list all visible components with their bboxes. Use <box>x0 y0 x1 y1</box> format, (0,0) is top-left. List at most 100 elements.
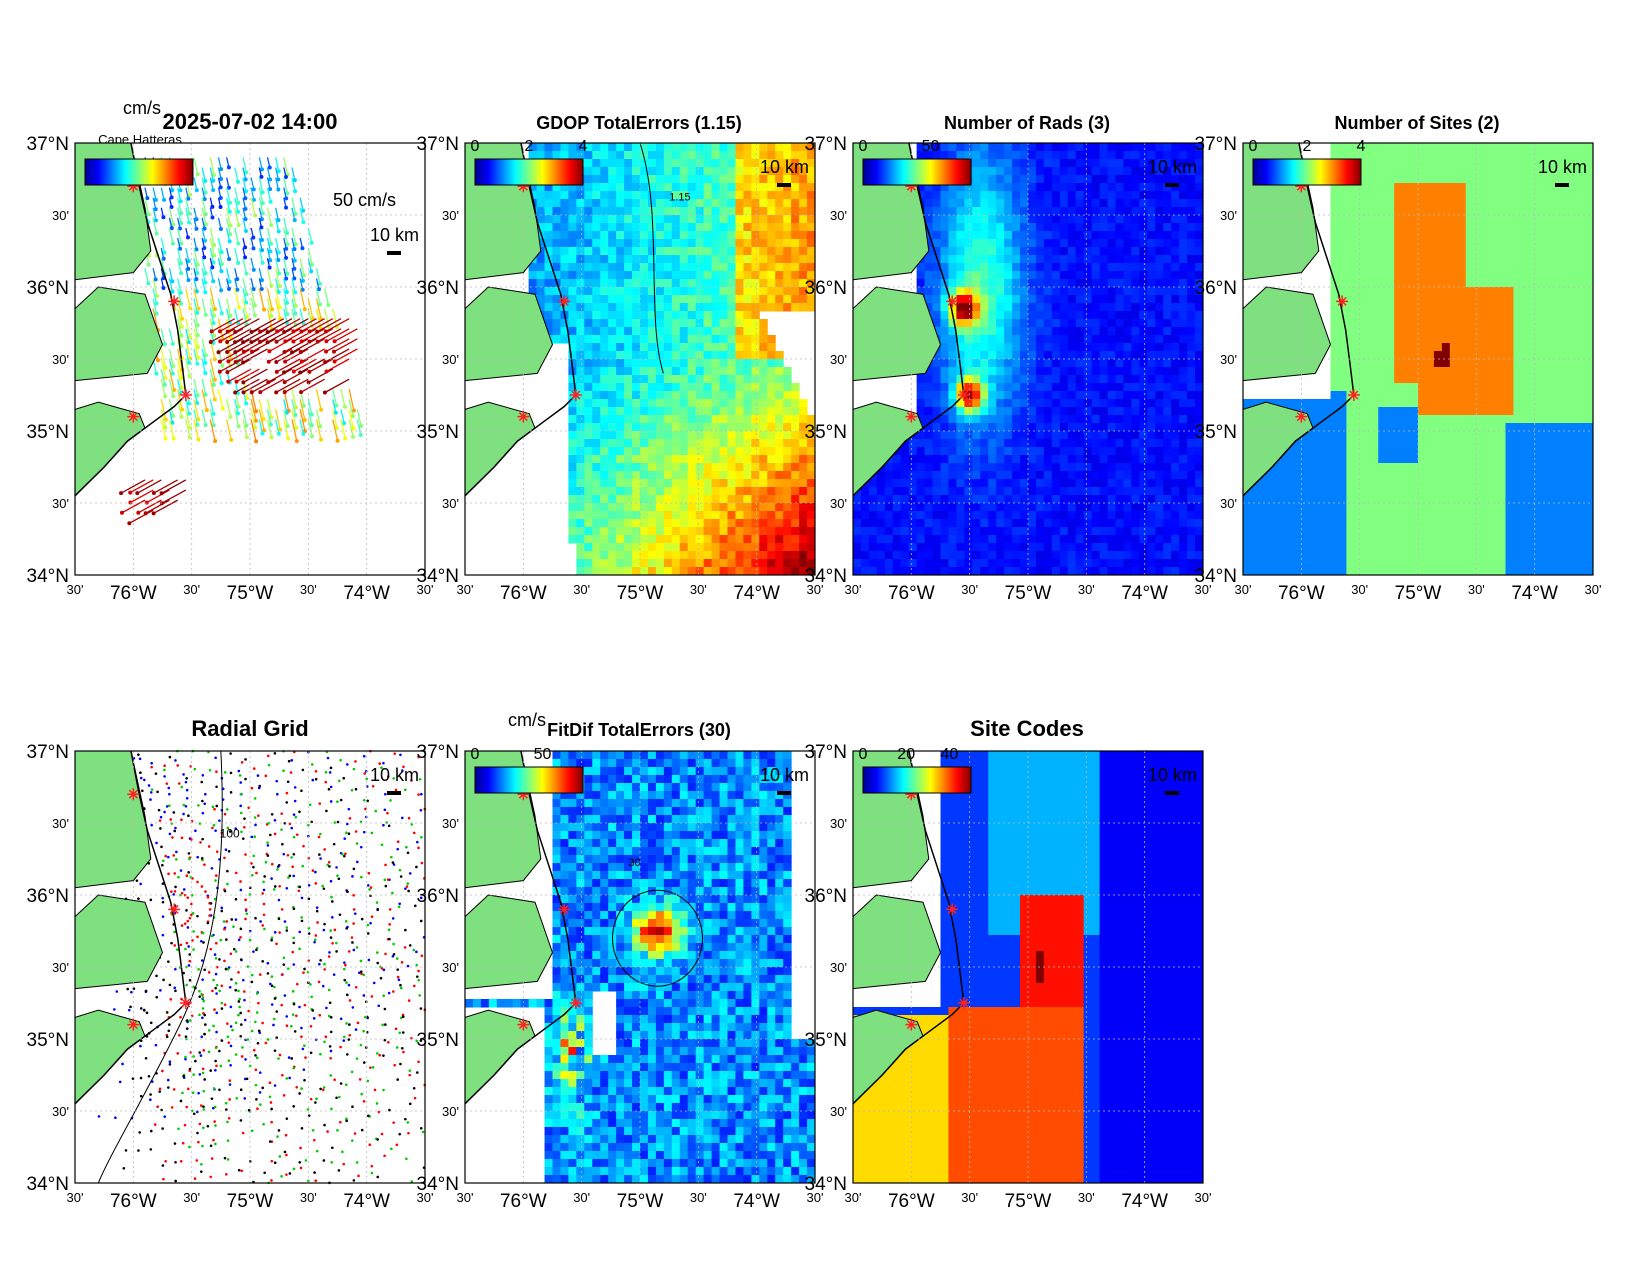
gdop-cell <box>727 351 736 360</box>
gdop-cell <box>624 263 633 272</box>
gdop-cell <box>735 479 744 488</box>
vector-head <box>268 249 273 254</box>
vector-head <box>159 491 164 496</box>
gdop-cell <box>743 279 752 288</box>
rads-cell <box>924 263 934 272</box>
rads-cell <box>932 207 941 216</box>
rads-cell <box>972 455 981 464</box>
sites-cell <box>1250 551 1260 560</box>
current-vector <box>251 328 276 343</box>
current-vector <box>242 167 247 180</box>
gdop-cell <box>759 255 768 264</box>
gdop-cell <box>719 431 728 440</box>
rads-cell <box>1139 567 1148 576</box>
rads-cell <box>956 495 965 504</box>
gdop-cell <box>727 559 736 568</box>
gdop-cell <box>624 383 633 392</box>
gdop-cell <box>743 431 752 440</box>
gdop-cell <box>647 423 657 432</box>
sites-cell <box>1258 495 1268 504</box>
rads-cell <box>964 487 973 496</box>
rads-cell <box>964 519 973 528</box>
vector-head <box>226 185 231 190</box>
rads-cell <box>860 527 870 536</box>
vector-head <box>292 266 297 271</box>
rads-cell <box>1163 543 1172 552</box>
gdop-cell <box>600 511 609 520</box>
gdop-cell <box>616 223 625 232</box>
gdop-cell <box>624 407 633 416</box>
rads-cell <box>1020 375 1029 384</box>
rads-cell <box>1187 327 1196 336</box>
vector-head <box>210 265 215 270</box>
gdop-cell <box>671 319 681 328</box>
gdop-cell <box>767 303 776 312</box>
rads-cell <box>972 159 981 168</box>
gdop-cell <box>600 519 609 528</box>
rads-cell <box>1035 399 1045 408</box>
gdop-cell <box>751 383 760 392</box>
sites-cell <box>1274 511 1284 520</box>
gdop-cell <box>703 175 713 184</box>
current-vector <box>219 358 244 373</box>
current-vector <box>160 258 166 274</box>
gdop-cell <box>703 391 713 400</box>
gdop-cell <box>600 207 609 216</box>
rads-cell <box>900 559 910 568</box>
current-vector <box>258 237 263 251</box>
gdop-cell <box>719 407 728 416</box>
gdop-cell <box>608 567 617 576</box>
rads-cell <box>1187 375 1196 384</box>
rads-cell <box>892 471 902 480</box>
gdop-cell <box>751 199 760 208</box>
vector-head <box>254 409 259 414</box>
rads-cell <box>1115 311 1124 320</box>
rads-cell <box>1099 359 1109 368</box>
rads-cell <box>1067 535 1077 544</box>
gdop-cell <box>655 215 665 224</box>
gdop-cell <box>775 431 784 440</box>
gdop-cell <box>560 247 569 256</box>
rads-cell <box>1195 407 1204 416</box>
gdop-cell <box>663 255 673 264</box>
rads-cell <box>853 519 862 528</box>
gdop-cell <box>751 191 760 200</box>
current-vector <box>201 177 207 193</box>
rads-cell <box>1139 255 1148 264</box>
rads-cell <box>1123 503 1132 512</box>
rads-cell <box>1012 367 1021 376</box>
gdop-cell <box>671 247 681 256</box>
current-vector <box>236 368 260 383</box>
current-vector <box>177 308 183 327</box>
gdop-cell <box>584 247 593 256</box>
gdop-cell <box>711 191 721 200</box>
gdop-cell <box>711 215 721 224</box>
vector-head <box>179 414 184 419</box>
gdop-cell <box>576 351 585 360</box>
rads-cell <box>980 535 989 544</box>
rads-cell <box>1139 199 1148 208</box>
gdop-cell <box>600 271 609 280</box>
rads-cell <box>1035 567 1045 576</box>
rads-cell <box>1147 375 1156 384</box>
rads-cell <box>964 327 973 336</box>
rads-cell <box>1179 263 1188 272</box>
rads-cell <box>1075 447 1085 456</box>
gdop-cell <box>783 391 792 400</box>
rads-cell <box>1028 207 1037 216</box>
rads-cell <box>948 231 957 240</box>
rads-cell <box>1091 207 1101 216</box>
rads-cell <box>980 143 989 152</box>
gdop-cell <box>759 407 768 416</box>
vector-head <box>259 278 264 283</box>
rads-cell <box>1067 359 1077 368</box>
gdop-cell <box>655 463 665 472</box>
rads-cell <box>980 495 989 504</box>
current-vector <box>209 419 216 442</box>
rads-cell <box>964 535 973 544</box>
rads-cell <box>932 439 941 448</box>
rads-cell <box>1067 231 1077 240</box>
gdop-cell <box>719 167 728 176</box>
gdop-cell <box>600 167 609 176</box>
rads-cell <box>964 495 973 504</box>
